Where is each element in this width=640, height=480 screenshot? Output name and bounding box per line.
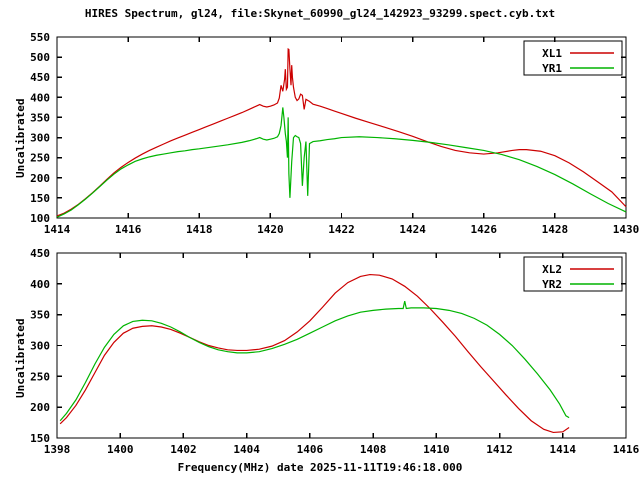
bottom-panel-xtick-label: 1404 <box>233 443 260 456</box>
bottom-panel-xtick-label: 1412 <box>486 443 513 456</box>
bottom-panel-series-xl2 <box>59 273 570 434</box>
top-panel-xtick-label: 1426 <box>471 223 498 236</box>
top-panel-ytick-label: 100 <box>30 212 50 225</box>
top-panel-series-xl1 <box>56 48 627 217</box>
top-panel-ytick-label: 550 <box>30 31 50 44</box>
bottom-panel-xtick-label: 1400 <box>107 443 134 456</box>
bottom-panel-ytick-label: 150 <box>30 432 50 445</box>
top-panel-xtick-label: 1416 <box>115 223 142 236</box>
top-panel-xtick-label: 1422 <box>328 223 355 236</box>
bottom-panel-frame <box>56 252 627 439</box>
top-panel-ytick-label: 300 <box>30 132 50 145</box>
bottom-panel-legend <box>523 256 623 292</box>
bottom-panel-xtick-label: 1414 <box>550 443 577 456</box>
top-panel-ytick-label: 350 <box>30 111 50 124</box>
bottom-panel-ytick-label: 200 <box>30 401 50 414</box>
top-panel-ytick-label: 150 <box>30 192 50 205</box>
top-panel-group: 1414 1416 1418 1420 1422 1424 1426 1428 1430 100 1… <box>30 31 639 236</box>
top-panel-xtick-label: 1430 <box>613 223 640 236</box>
top-panel-legend-label-xl1: XL1 <box>542 47 562 60</box>
top-panel-legend <box>523 40 623 76</box>
top-panel-frame <box>56 36 627 219</box>
bottom-panel-xtick-label: 1416 <box>613 443 640 456</box>
top-panel-ytick-label: 400 <box>30 91 50 104</box>
bottom-panel-xtick-label: 1406 <box>297 443 324 456</box>
top-panel-ytick-label: 450 <box>30 71 50 84</box>
top-panel-xtick-label: 1418 <box>186 223 213 236</box>
top-panel-legend-label-yr1: YR1 <box>542 62 562 75</box>
top-panel-xtick-label: 1420 <box>257 223 284 236</box>
bottom-panel-group: 1398 1400 1402 1404 1406 1408 1410 1412 1414 1416… <box>30 247 639 456</box>
bottom-panel-ytick-label: 450 <box>30 247 50 260</box>
bottom-panel-ytick-label: 400 <box>30 278 50 291</box>
bottom-panel-y-axis-label: Uncalibrated <box>14 318 27 398</box>
top-panel-xtick-label: 1428 <box>542 223 569 236</box>
page-title: HIRES Spectrum, gl24, file:Skynet_60990_… <box>84 7 556 20</box>
bottom-panel-legend-label-xl2: XL2 <box>542 263 562 276</box>
top-panel-xtick-label: 1414 <box>44 223 71 236</box>
bottom-panel-xtick-label: 1408 <box>360 443 387 456</box>
top-panel-y-axis-label: Uncalibrated <box>14 98 27 178</box>
bottom-panel-ytick-label: 300 <box>30 340 50 353</box>
bottom-panel-xtick-label: 1410 <box>423 443 450 456</box>
bottom-panel-series-yr2 <box>59 300 570 422</box>
top-panel-series-yr1 <box>56 107 627 218</box>
bottom-panel-ytick-label: 250 <box>30 370 50 383</box>
top-panel-ytick-label: 500 <box>30 51 50 64</box>
bottom-panel-legend-label-yr2: YR2 <box>542 278 562 291</box>
top-panel-xtick-label: 1424 <box>399 223 426 236</box>
top-panel-ytick-label: 250 <box>30 152 50 165</box>
top-panel-ytick-label: 200 <box>30 172 50 185</box>
bottom-panel-xtick-label: 1402 <box>170 443 197 456</box>
bottom-panel-ytick-label: 350 <box>30 309 50 322</box>
x-axis-label: Frequency(MHz) date 2025-11-11T19:46:18.… <box>177 461 463 474</box>
bottom-panel-xtick-label: 1398 <box>44 443 71 456</box>
